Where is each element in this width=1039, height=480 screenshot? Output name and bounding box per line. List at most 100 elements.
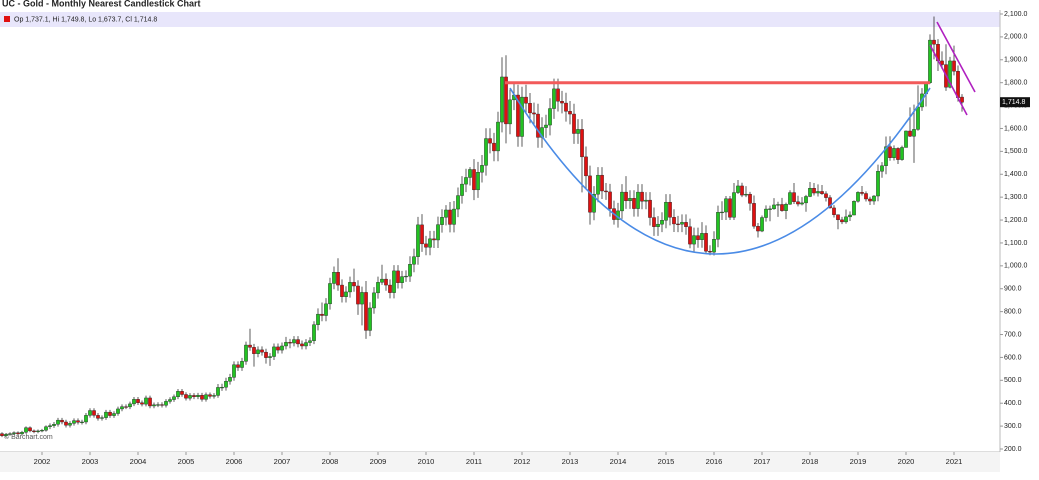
x-tick-label: 2021 [946,457,963,466]
y-tick-label: 800.0 [1004,308,1022,315]
candle-body [604,190,608,193]
candle-body [352,282,356,287]
candle-body [956,71,960,98]
candle-body [836,214,840,221]
candle-body [700,233,704,240]
candle-body [424,243,428,248]
candle-body [92,410,96,416]
candle-body [856,192,860,202]
candle-body [192,395,196,398]
y-tick-label: 400.0 [1004,400,1022,407]
y-tick-label: 1,800.0 [1004,80,1027,87]
candle-body [228,377,232,382]
candle-body [20,432,24,435]
y-tick-label: 500.0 [1004,377,1022,384]
candle-body [624,191,628,202]
candle-body [648,199,652,218]
candle-body [232,364,236,378]
candle-body [68,423,72,426]
candle-body [300,343,304,347]
candle-body [32,430,36,433]
legend-swatch [4,16,10,22]
candle-body [784,204,788,211]
candle-body [8,433,12,435]
candle-body [672,217,676,225]
candle-body [772,204,776,210]
candle-body [548,108,552,126]
candle-body [180,391,184,395]
candle-body [728,198,732,218]
candle-body [272,346,276,357]
candle-body [4,434,8,436]
candle-body [844,216,848,223]
candle-body [88,410,92,416]
candle-body [172,396,176,400]
candle-body [584,156,588,177]
candle-body [348,282,352,293]
candle-body [664,201,668,221]
candle-body [280,345,284,351]
candle-body [892,148,896,158]
candle-body [464,177,468,185]
legend-bar [0,12,1000,27]
candle-body [408,264,412,277]
candle-body [800,202,804,205]
candle-body [420,224,424,245]
candle-body [216,387,220,396]
chart-title: UC - Gold - Monthly Nearest Candlestick … [2,0,201,8]
candle-body [332,272,336,284]
candle-body [488,138,492,144]
legend-text: Op 1,737.1, Hi 1,749.8, Lo 1,673.7, Cl 1… [14,16,157,23]
x-tick-label: 2005 [178,457,195,466]
candle-body [632,198,636,209]
candle-body [760,217,764,232]
candle-body [472,169,476,191]
candle-body [872,195,876,202]
x-tick-label: 2004 [130,457,147,466]
candle-body [208,394,212,397]
candle-body [64,421,68,426]
candle-body [668,201,672,218]
candle-body [344,291,348,297]
candle-body [660,220,664,225]
candle-body [312,324,316,341]
candle-body [676,223,680,225]
candle-body [820,191,824,194]
candle-body [504,76,508,125]
candle-body [932,39,936,45]
candle-body [184,394,188,399]
candle-body [44,426,48,431]
candle-body [864,193,868,200]
candle-body [568,111,572,115]
candle-body [788,192,792,205]
x-tick-label: 2013 [562,457,579,466]
candle-body [384,278,388,286]
candle-body [428,238,432,248]
candle-body [276,346,280,351]
candle-body [852,201,856,216]
candle-body [288,342,292,344]
x-tick-label: 2017 [754,457,771,466]
candle-body [636,191,640,209]
candle-body [832,207,836,215]
candle-body [188,395,192,399]
candle-body [412,256,416,265]
candle-body [444,209,448,218]
candle-body [396,270,400,283]
candle-body [148,397,152,407]
last-price-box [1000,97,1030,108]
candle-body [364,292,368,331]
candle-body [952,60,956,72]
candle-body [696,235,700,240]
candle-body [792,192,796,202]
y-tick-label: 1,000.0 [1004,263,1027,270]
candle-body [544,124,548,128]
candle-body [848,214,852,218]
candle-body [252,347,256,354]
candle-body [476,172,480,191]
candle-body [360,292,364,305]
candle-body [308,340,312,343]
candle-body [104,411,108,418]
x-tick-label: 2006 [226,457,243,466]
candle-body [608,191,612,209]
